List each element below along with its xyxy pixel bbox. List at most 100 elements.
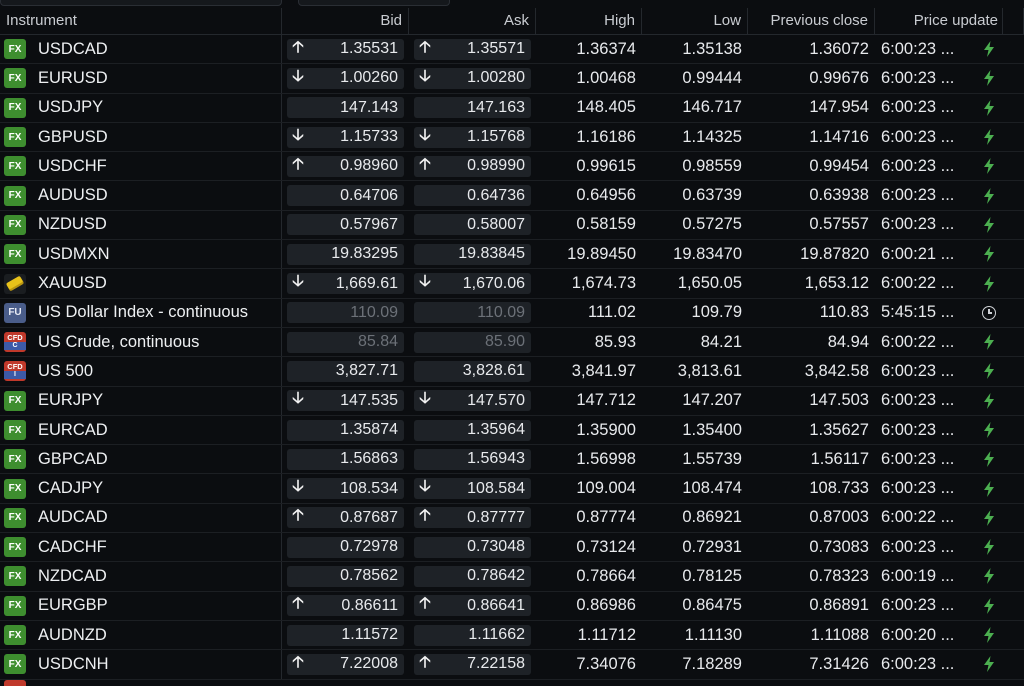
bid-cell[interactable]: 🡡 0.87687 xyxy=(282,504,409,532)
header-price-update[interactable]: Price update xyxy=(875,8,1003,34)
toolbar-input-left[interactable] xyxy=(0,0,282,6)
bid-cell[interactable]: 🡣 1,669.61 xyxy=(282,269,409,297)
ask-button[interactable]: 🡡 7.22158 xyxy=(414,653,531,675)
bid-cell[interactable]: 🡡 0.98960 xyxy=(282,152,409,180)
instrument-cell[interactable]: FX CADJPY xyxy=(0,474,282,503)
bid-button[interactable]: 85.84 xyxy=(287,331,404,353)
ask-cell[interactable]: 0.64736 xyxy=(409,181,536,209)
table-row[interactable]: FX GBPCAD 1.56863 1.56943 1.56998 1.55739 1.56… xyxy=(0,445,1024,475)
bid-button[interactable]: 🡡 0.98960 xyxy=(287,155,404,177)
ask-cell[interactable]: 85.90 xyxy=(409,328,536,356)
bid-button[interactable]: 🡡 7.22008 xyxy=(287,653,404,675)
table-row[interactable]: FX AUDCAD 🡡 0.87687 🡡 0.87777 0.87774 0.86921 0.… xyxy=(0,503,1024,534)
header-high[interactable]: High xyxy=(536,8,642,34)
instrument-cell[interactable]: FX EURUSD xyxy=(0,64,282,93)
ask-cell[interactable]: 1.35964 xyxy=(409,416,536,444)
bid-button[interactable]: 1.35874 xyxy=(287,419,404,441)
table-row[interactable]: FX NZDCAD 0.78562 0.78642 0.78664 0.78125 0.78… xyxy=(0,562,1024,592)
ask-button[interactable]: 🡣 147.570 xyxy=(414,390,531,412)
instrument-cell[interactable]: FX USDCNH xyxy=(0,650,282,679)
instrument-cell[interactable]: FX AUDCAD xyxy=(0,503,282,533)
ask-cell[interactable]: 🡡 0.87777 xyxy=(409,504,536,532)
bid-cell[interactable]: 🡣 1.00260 xyxy=(282,64,409,92)
table-row[interactable]: FX USDCAD 🡡 1.35531 🡡 1.35571 1.36374 1.35138 1.… xyxy=(0,35,1024,65)
bid-cell[interactable]: 110.09 xyxy=(282,299,409,327)
ask-button[interactable]: 0.64736 xyxy=(414,185,531,207)
ask-cell[interactable]: 🡣 1,670.06 xyxy=(409,269,536,297)
bid-cell[interactable]: 🡣 1.15733 xyxy=(282,123,409,151)
ask-button[interactable]: 85.90 xyxy=(414,331,531,353)
table-row[interactable]: FX NZDUSD 0.57967 0.58007 0.58159 0.57275 0.57… xyxy=(0,210,1024,241)
bid-cell[interactable]: 1.11572 xyxy=(282,621,409,649)
table-row[interactable]: FX USDJPY 147.143 147.163 148.405 146.717 147.… xyxy=(0,93,1024,123)
table-row[interactable]: FU US Dollar Index - continuous 110.09 110.… xyxy=(0,298,1024,328)
ask-cell[interactable]: 1.56943 xyxy=(409,445,536,473)
bid-button[interactable]: 3,827.71 xyxy=(287,360,404,382)
ask-cell[interactable]: 0.78642 xyxy=(409,562,536,590)
ask-button[interactable]: 🡣 108.584 xyxy=(414,478,531,500)
bid-button[interactable]: 1.11572 xyxy=(287,624,404,646)
ask-cell[interactable]: 1.11662 xyxy=(409,621,536,649)
ask-button[interactable]: 1.56943 xyxy=(414,448,531,470)
instrument-cell[interactable]: FX USDMXN xyxy=(0,240,282,269)
instrument-cell[interactable]: FX USDJPY xyxy=(0,93,282,122)
bid-cell[interactable]: 1.35874 xyxy=(282,416,409,444)
ask-button[interactable]: 147.163 xyxy=(414,97,531,119)
ask-cell[interactable]: 19.83845 xyxy=(409,240,536,268)
ask-button[interactable]: 1.11662 xyxy=(414,624,531,646)
bid-button[interactable]: 0.57967 xyxy=(287,214,404,236)
ask-button[interactable]: 0.78642 xyxy=(414,565,531,587)
ask-button[interactable]: 0.73048 xyxy=(414,536,531,558)
table-row[interactable]: FX USDCNH 🡡 7.22008 🡡 7.22158 7.34076 7.18289 7.… xyxy=(0,650,1024,680)
toolbar-input-right[interactable] xyxy=(298,0,450,6)
instrument-cell[interactable]: FX USDCAD xyxy=(0,35,282,64)
ask-button[interactable]: 🡡 0.98990 xyxy=(414,155,531,177)
bid-cell[interactable]: 🡡 7.22008 xyxy=(282,650,409,678)
bid-cell[interactable]: 0.72978 xyxy=(282,533,409,561)
table-row[interactable]: XAUUSD 🡣 1,669.61 🡣 1,670.06 1,674.73 1,650.05… xyxy=(0,269,1024,299)
header-bid[interactable]: Bid xyxy=(282,8,409,34)
bid-button[interactable]: 🡣 1.00260 xyxy=(287,67,404,89)
bid-cell[interactable]: 🡡 0.86611 xyxy=(282,592,409,620)
ask-button[interactable]: 0.58007 xyxy=(414,214,531,236)
header-ask[interactable]: Ask xyxy=(409,8,536,34)
bid-cell[interactable]: 19.83295 xyxy=(282,240,409,268)
ask-cell[interactable]: 🡡 0.98990 xyxy=(409,152,536,180)
ask-button[interactable]: 🡡 0.87777 xyxy=(414,507,531,529)
instrument-cell[interactable]: FX AUDUSD xyxy=(0,181,282,210)
header-previous-close[interactable]: Previous close xyxy=(748,8,875,34)
bid-button[interactable]: 1.56863 xyxy=(287,448,404,470)
bid-button[interactable]: 147.143 xyxy=(287,97,404,119)
table-row[interactable]: CFD C US Crude, continuous 85.84 85.90 85.93 8… xyxy=(0,327,1024,358)
instrument-cell[interactable]: FX GBPUSD xyxy=(0,122,282,152)
ask-cell[interactable]: 🡣 147.570 xyxy=(409,387,536,415)
ask-cell[interactable]: 0.73048 xyxy=(409,533,536,561)
ask-cell[interactable]: 🡣 108.584 xyxy=(409,474,536,502)
instrument-cell[interactable]: CFD I US 500 xyxy=(0,357,282,386)
ask-cell[interactable]: 110.09 xyxy=(409,299,536,327)
instrument-cell[interactable]: FX NZDUSD xyxy=(0,210,282,240)
bid-button[interactable]: 🡡 0.86611 xyxy=(287,595,404,617)
bid-button[interactable]: 🡡 0.87687 xyxy=(287,507,404,529)
ask-cell[interactable]: 0.58007 xyxy=(409,211,536,239)
table-row[interactable]: FX USDCHF 🡡 0.98960 🡡 0.98990 0.99615 0.98559 0.… xyxy=(0,152,1024,182)
header-instrument[interactable]: Instrument xyxy=(0,8,282,34)
bid-button[interactable]: 0.78562 xyxy=(287,565,404,587)
table-row[interactable]: FX EURGBP 🡡 0.86611 🡡 0.86641 0.86986 0.86475 0.… xyxy=(0,591,1024,621)
bid-cell[interactable]: 🡣 108.534 xyxy=(282,474,409,502)
bid-button[interactable]: 0.72978 xyxy=(287,536,404,558)
instrument-cell[interactable]: FX USDCHF xyxy=(0,152,282,181)
ask-button[interactable]: 🡡 0.86641 xyxy=(414,595,531,617)
instrument-cell[interactable]: FX CADCHF xyxy=(0,533,282,562)
table-row[interactable]: FX CADJPY 🡣 108.534 🡣 108.584 109.004 108.474 10… xyxy=(0,474,1024,504)
bid-cell[interactable]: 🡣 147.535 xyxy=(282,387,409,415)
ask-cell[interactable]: 3,828.61 xyxy=(409,357,536,385)
bid-button[interactable]: 🡡 1.35531 xyxy=(287,38,404,60)
ask-button[interactable]: 🡣 1,670.06 xyxy=(414,273,531,295)
bid-cell[interactable]: 85.84 xyxy=(282,328,409,356)
header-low[interactable]: Low xyxy=(642,8,748,34)
bid-button[interactable]: 🡣 1.15733 xyxy=(287,126,404,148)
ask-button[interactable]: 🡣 1.00280 xyxy=(414,67,531,89)
ask-cell[interactable]: 147.163 xyxy=(409,94,536,122)
bid-cell[interactable]: 3,827.71 xyxy=(282,357,409,385)
